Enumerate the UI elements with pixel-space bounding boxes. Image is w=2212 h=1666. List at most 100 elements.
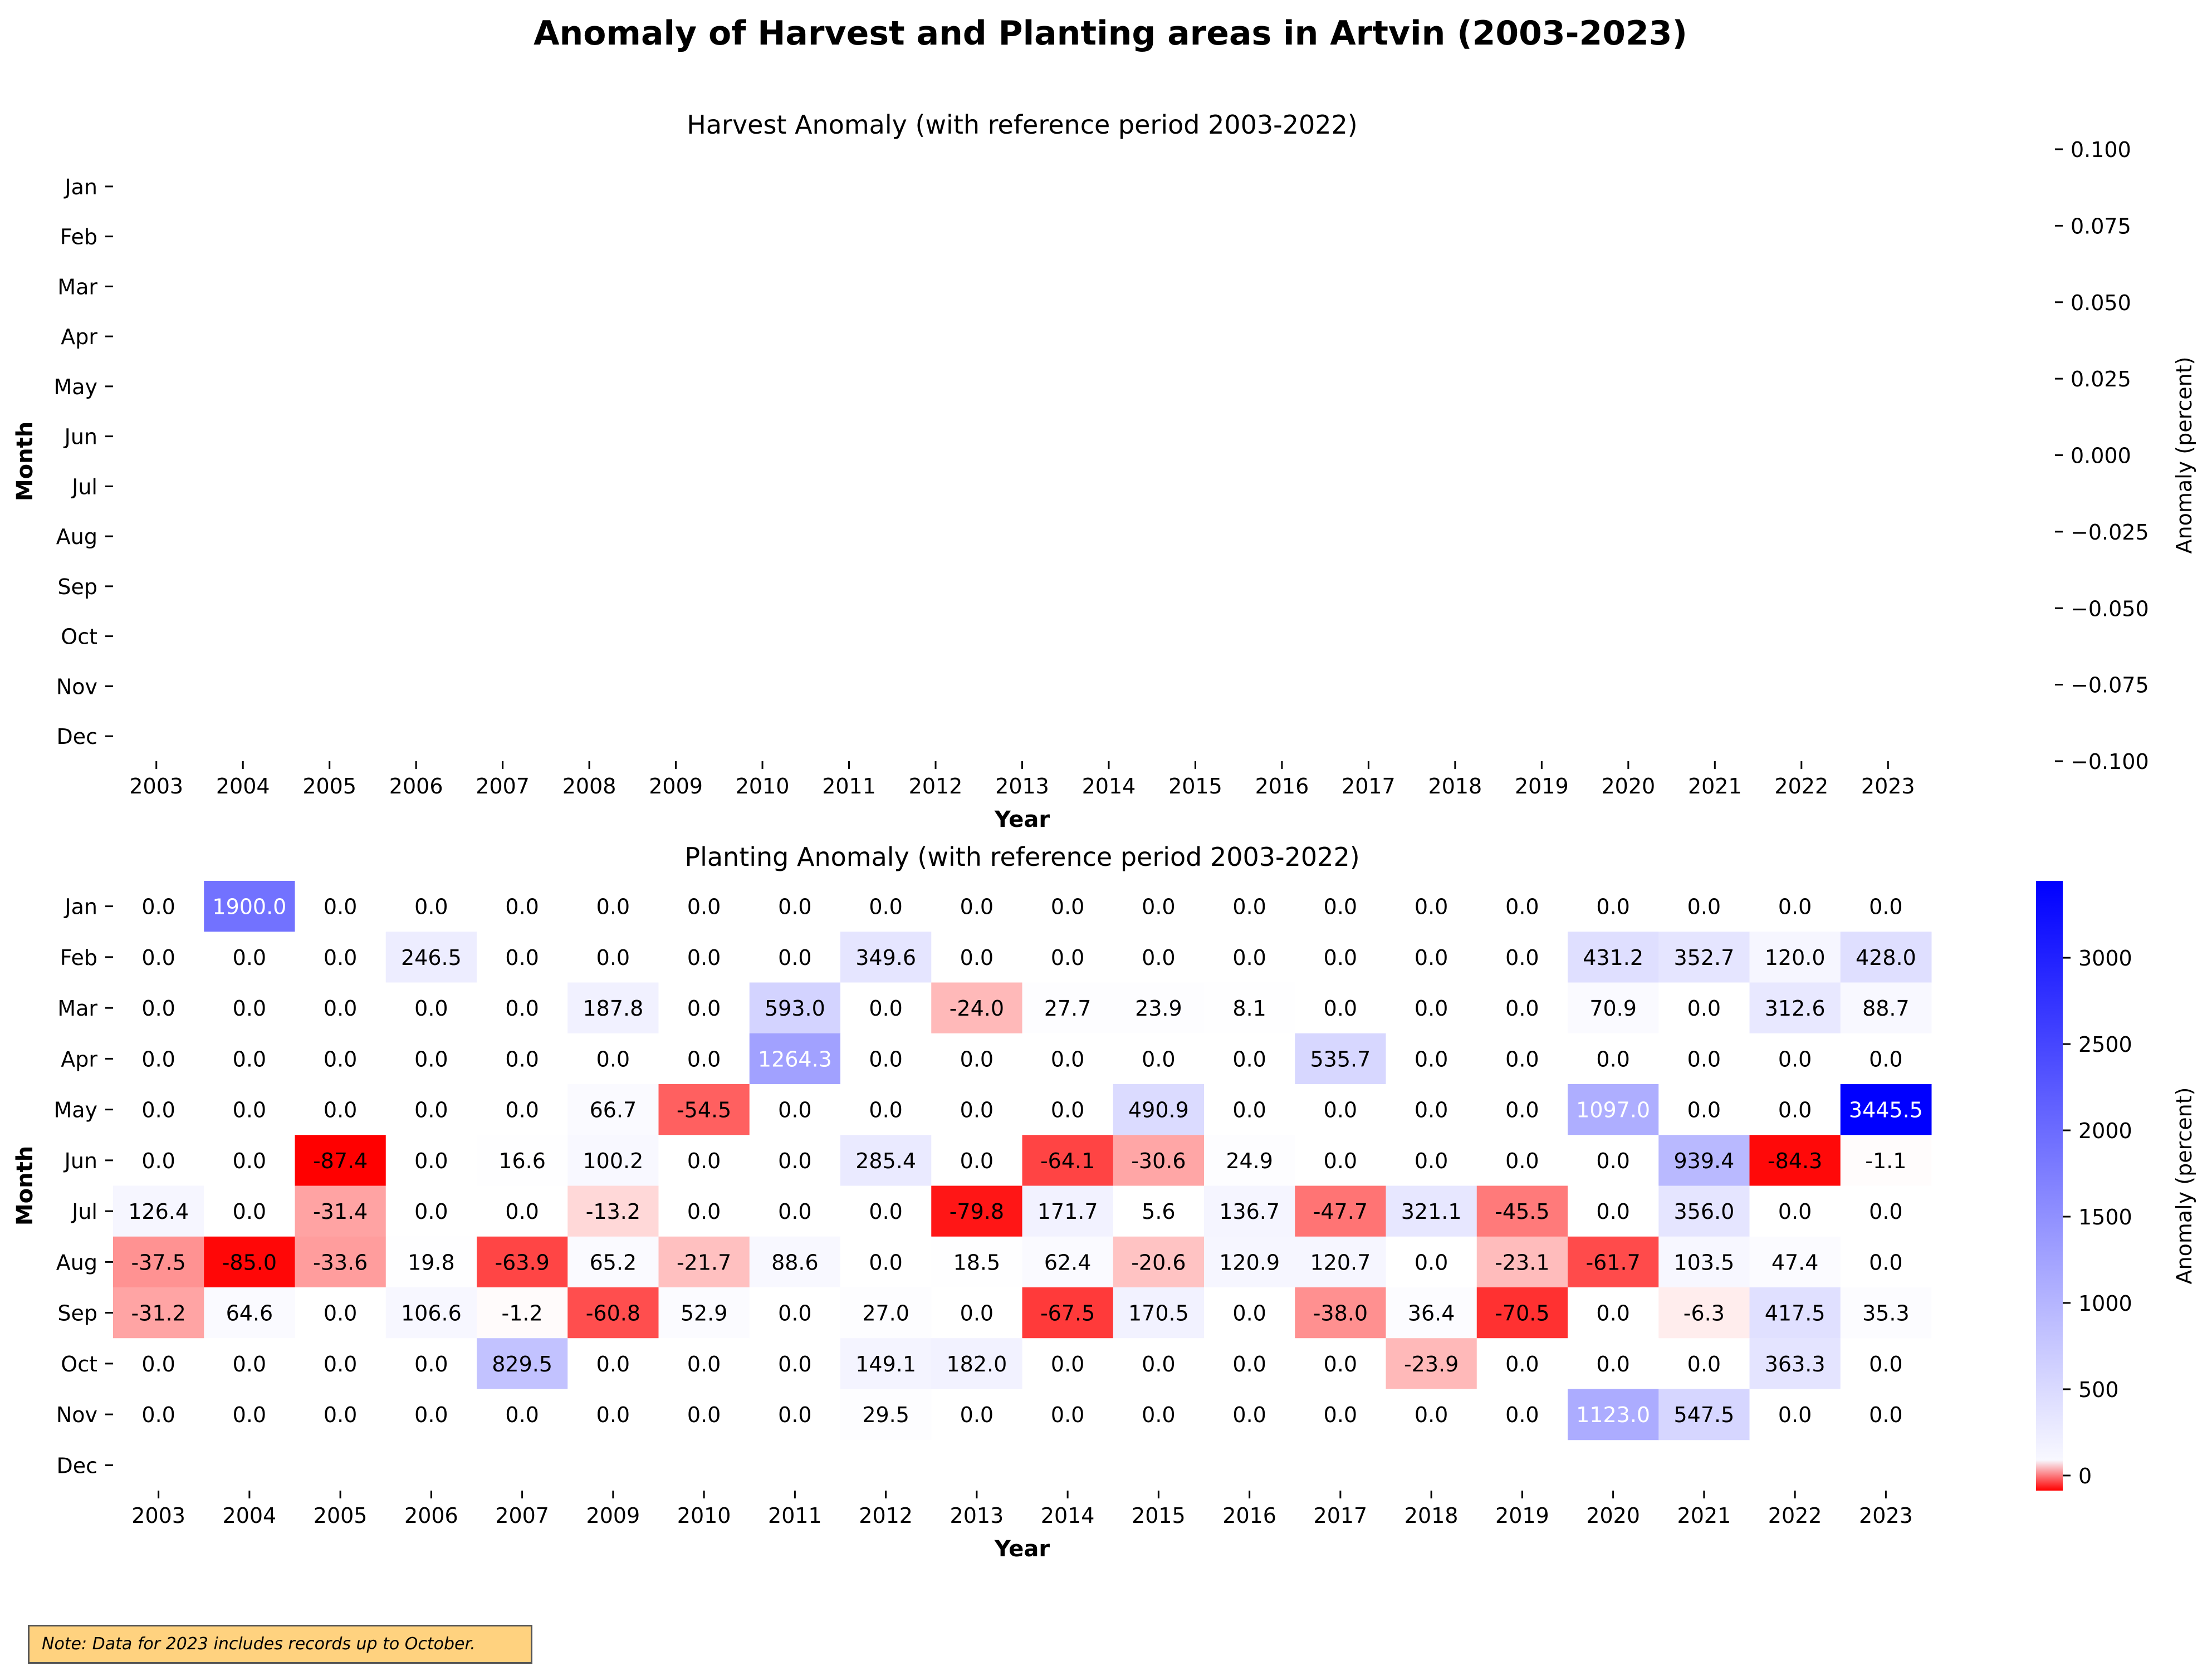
cell-value-label: 349.6 — [855, 945, 916, 970]
cell-value-label: 0.0 — [1596, 1301, 1629, 1326]
heatmap-cell — [840, 1084, 932, 1135]
cell-value-label: 1264.3 — [758, 1047, 832, 1071]
cell-value-label: 0.0 — [1687, 895, 1721, 919]
cell-value-label: 0.0 — [1142, 945, 1175, 970]
heatmap-cell — [749, 1033, 841, 1085]
heatmap-cell — [840, 1236, 932, 1288]
heatmap-cell — [840, 1185, 932, 1237]
heatmap-cell — [1840, 881, 1932, 932]
y-tick-label: Nov — [56, 674, 97, 699]
heatmap-cell — [1749, 881, 1841, 932]
cell-value-label: 0.0 — [233, 996, 266, 1021]
cell-value-label: 0.0 — [960, 1403, 994, 1427]
cell-value-label: 0.0 — [1232, 1098, 1266, 1123]
y-tick-label: Sep — [57, 1301, 97, 1326]
cell-value-label: 0.0 — [1324, 996, 1357, 1021]
cell-value-label: 0.0 — [1778, 1047, 1812, 1071]
heatmap-cell — [1749, 1033, 1841, 1085]
heatmap-cell — [840, 1033, 932, 1085]
cell-value-label: 0.0 — [869, 1199, 902, 1224]
heatmap-cell — [113, 1236, 204, 1288]
cell-value-label: 0.0 — [1505, 1098, 1539, 1123]
heatmap-cell — [113, 1185, 204, 1237]
heatmap-cell — [1022, 982, 1114, 1034]
cell-value-label: 0.0 — [505, 1098, 539, 1123]
heatmap-cell — [1386, 1084, 1477, 1135]
cell-value-label: 285.4 — [855, 1149, 916, 1173]
x-tick-label: 2005 — [314, 1503, 368, 1528]
cell-value-label: 0.0 — [1232, 1403, 1266, 1427]
heatmap-cell — [1386, 1185, 1477, 1237]
cell-value-label: 0.0 — [1232, 945, 1266, 970]
heatmap-cell — [204, 1287, 295, 1339]
heatmap-cell — [385, 1135, 477, 1186]
x-tick-label: 2020 — [1586, 1503, 1640, 1528]
heatmap-cell — [1568, 1185, 1659, 1237]
colorbar-tick-label: 500 — [2078, 1378, 2119, 1402]
cell-value-label: 0.0 — [141, 996, 175, 1021]
cell-value-label: 0.0 — [1051, 895, 1084, 919]
cell-value-label: 0.0 — [414, 1098, 448, 1123]
heatmap-cell — [1204, 1389, 1295, 1440]
heatmap-cell — [1749, 982, 1841, 1034]
cell-value-label: 100.2 — [583, 1149, 643, 1173]
x-tick-label: 2004 — [216, 774, 270, 798]
x-tick-label: 2011 — [768, 1503, 822, 1528]
harvest-heatmap-panel: Harvest Anomaly (with reference period 2… — [12, 110, 2196, 832]
heatmap-cell — [931, 1185, 1022, 1237]
heatmap-cell — [204, 1338, 295, 1389]
cell-value-label: 0.0 — [141, 895, 175, 919]
heatmap-cell — [840, 982, 932, 1034]
heatmap-cell — [385, 982, 477, 1034]
y-tick-label: Jul — [71, 474, 97, 499]
heatmap-cell — [385, 1236, 477, 1288]
x-tick-label: 2016 — [1255, 774, 1309, 798]
cell-value-label: -61.7 — [1585, 1250, 1640, 1275]
heatmap-cell — [840, 1135, 932, 1186]
heatmap-cell — [1476, 1338, 1568, 1389]
cell-value-label: 0.0 — [1505, 1047, 1539, 1071]
heatmap-cell — [1568, 1135, 1659, 1186]
cell-value-label: 0.0 — [687, 945, 721, 970]
y-tick-label: May — [53, 375, 97, 399]
cell-value-label: 0.0 — [1324, 945, 1357, 970]
heatmap-cell — [1204, 1338, 1295, 1389]
y-tick-label: Jun — [63, 425, 97, 449]
cell-value-label: 103.5 — [1673, 1250, 1734, 1275]
cell-value-label: 0.0 — [1869, 1047, 1902, 1071]
cell-value-label: -84.3 — [1768, 1149, 1822, 1173]
x-tick-label: 2018 — [1404, 1503, 1459, 1528]
heatmap-cell — [567, 881, 659, 932]
heatmap-cell — [1022, 1185, 1114, 1237]
heatmap-cell — [1113, 1084, 1205, 1135]
x-tick-label: 2011 — [822, 774, 876, 798]
heatmap-cell — [658, 1185, 750, 1237]
cell-value-label: 0.0 — [960, 1149, 994, 1173]
cell-value-label: 0.0 — [778, 895, 811, 919]
cell-value-label: 0.0 — [687, 996, 721, 1021]
cell-value-label: 16.6 — [498, 1149, 546, 1173]
cell-value-label: 24.9 — [1226, 1149, 1273, 1173]
heatmap-cell — [1658, 1287, 1750, 1339]
cell-value-label: 0.0 — [141, 945, 175, 970]
heatmap-cell — [1295, 1236, 1386, 1288]
cell-value-label: -31.2 — [131, 1301, 185, 1326]
heatmap-cell — [931, 982, 1022, 1034]
cell-value-label: 120.7 — [1310, 1250, 1371, 1275]
heatmap-cell — [567, 1389, 659, 1440]
heatmap-cell — [1568, 932, 1659, 983]
heatmap-cell — [1204, 1236, 1295, 1288]
x-tick-label: 2008 — [562, 774, 616, 798]
heatmap-cell — [1476, 1236, 1568, 1288]
heatmap-cell — [1113, 1135, 1205, 1186]
cell-value-label: -64.1 — [1040, 1149, 1095, 1173]
heatmap-cell — [1295, 881, 1386, 932]
cell-value-label: 0.0 — [1324, 1352, 1357, 1376]
cell-value-label: 0.0 — [1505, 895, 1539, 919]
heatmap-cell — [1295, 1033, 1386, 1085]
cell-value-label: -1.2 — [502, 1301, 543, 1326]
y-tick-label: Jan — [63, 175, 97, 199]
heatmap-cell — [385, 1033, 477, 1085]
cell-value-label: -67.5 — [1040, 1301, 1095, 1326]
heatmap-cell — [477, 1033, 568, 1085]
